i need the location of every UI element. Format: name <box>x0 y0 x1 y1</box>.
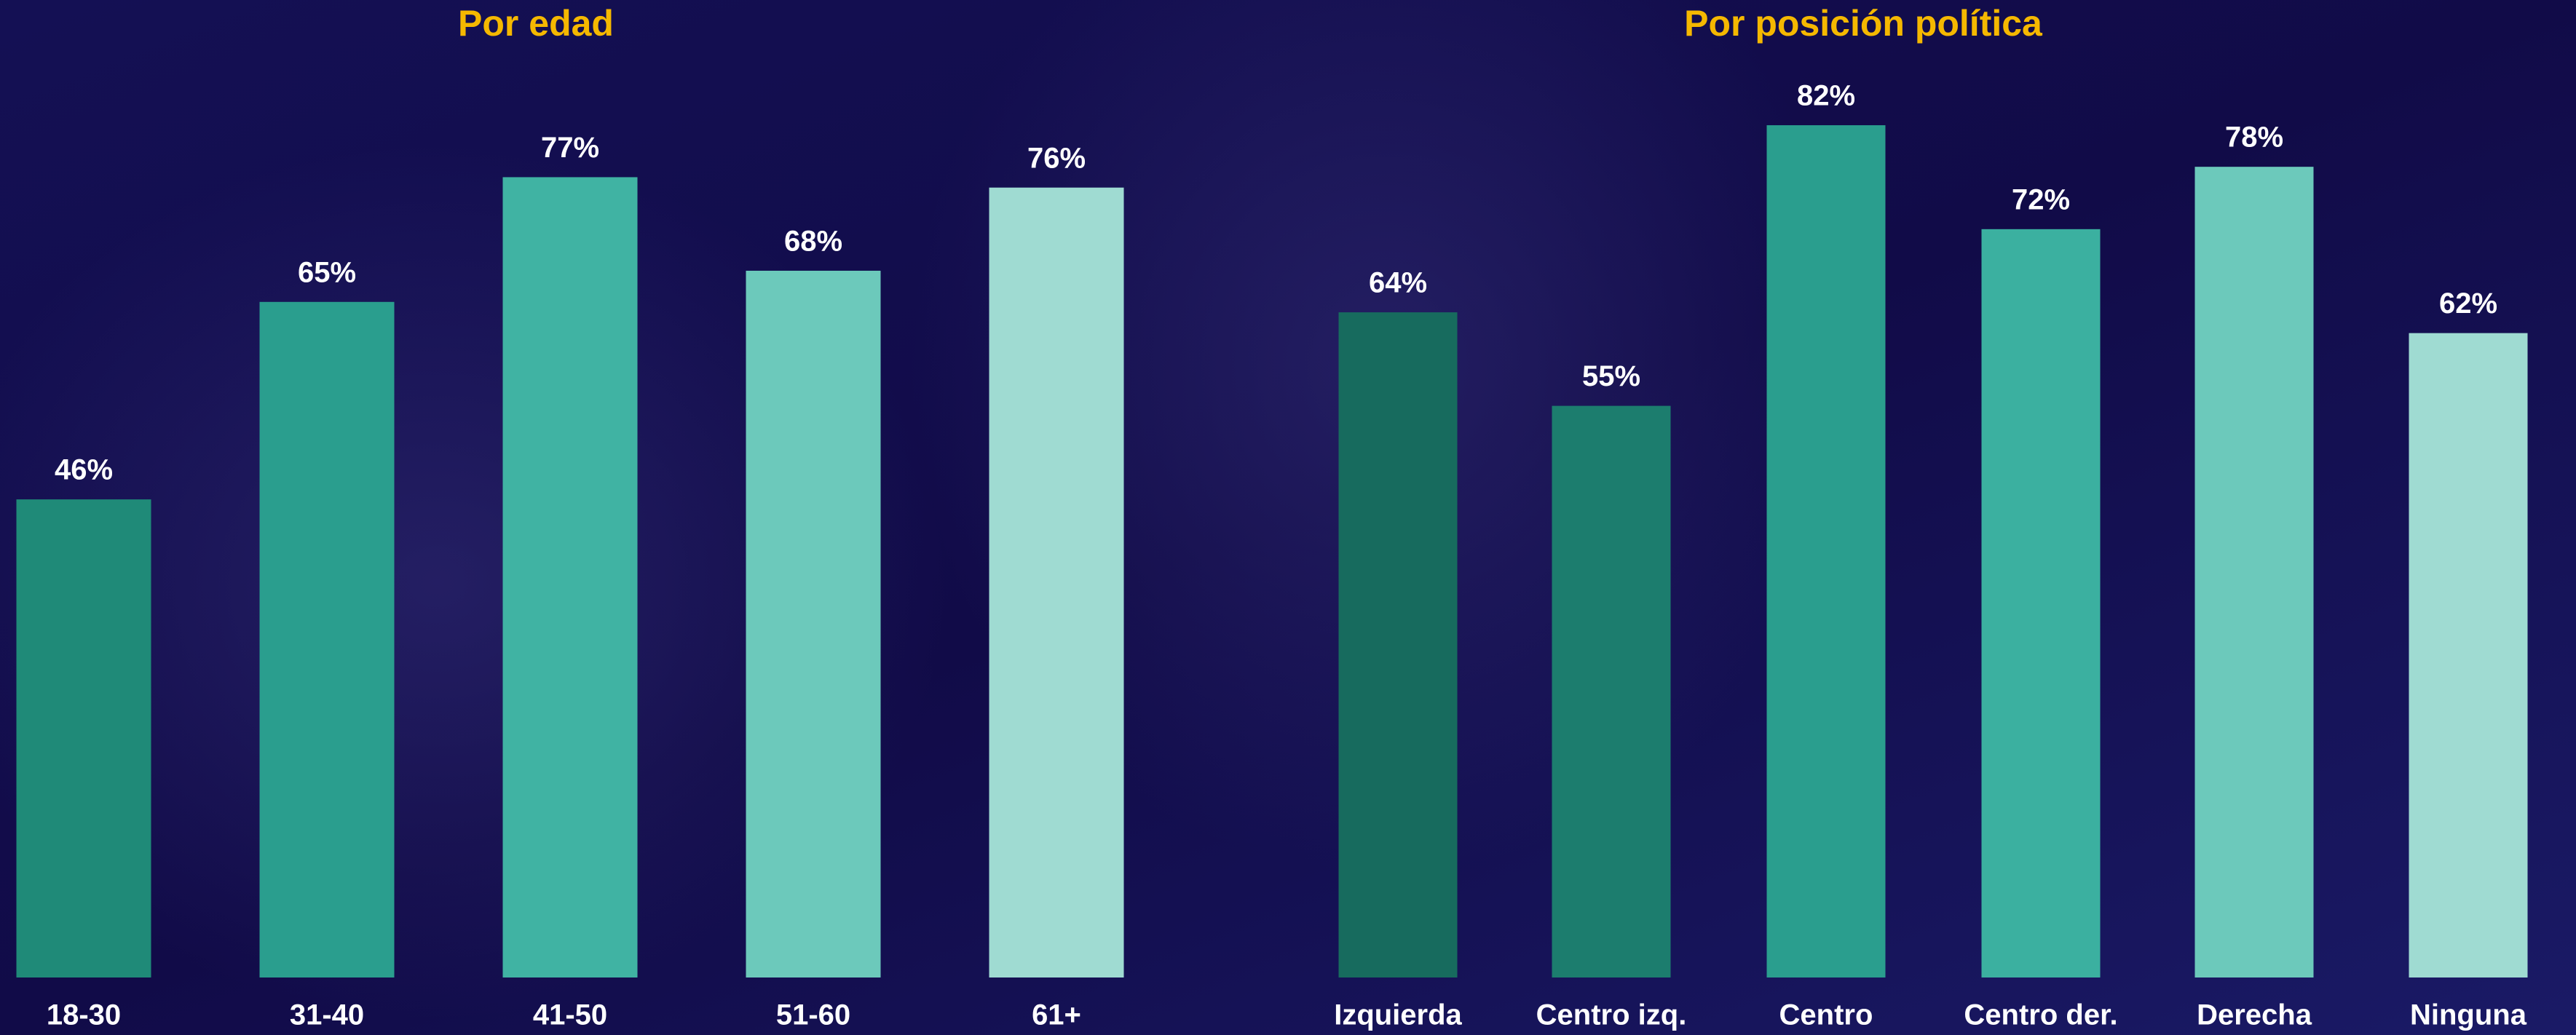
value-label: 68% <box>784 226 842 258</box>
value-label: 55% <box>1582 360 1640 392</box>
value-label: 76% <box>1027 142 1086 174</box>
value-label: 65% <box>298 256 356 288</box>
chart-title: Por posición política <box>1684 3 2043 44</box>
value-label: 64% <box>1369 267 1427 299</box>
bar <box>746 271 881 978</box>
bar <box>1982 229 2101 978</box>
value-label: 77% <box>541 132 599 164</box>
value-label: 82% <box>1797 80 1855 112</box>
x-tick-label: Derecha <box>2197 999 2312 1031</box>
page: Por edad Por posición política 46% 18-30 6… <box>0 0 2576 1035</box>
value-label: 46% <box>55 454 113 486</box>
bar <box>1552 406 1671 978</box>
x-tick-label: Centro der. <box>1964 999 2117 1031</box>
x-tick-label: 18-30 <box>47 999 121 1031</box>
bar <box>2409 333 2528 978</box>
x-tick-label: Centro izq. <box>1536 999 1687 1031</box>
value-label: 62% <box>2439 288 2497 320</box>
bar <box>1339 312 1458 978</box>
bar <box>503 177 638 978</box>
bar <box>17 499 151 978</box>
x-tick-label: Ninguna <box>2410 999 2527 1031</box>
bar <box>989 188 1124 978</box>
bar <box>260 302 395 978</box>
value-label: 78% <box>2225 122 2283 154</box>
x-tick-label: 41-50 <box>533 999 607 1031</box>
x-tick-label: Centro <box>1779 999 1873 1031</box>
x-tick-label: Izquierda <box>1334 999 1462 1031</box>
bar <box>2195 167 2314 978</box>
value-label: 72% <box>2012 183 2070 215</box>
x-tick-label: 61+ <box>1032 999 1081 1031</box>
x-tick-label: 31-40 <box>290 999 364 1031</box>
chart-title: Por edad <box>458 3 614 44</box>
bar <box>1767 125 1886 978</box>
x-tick-label: 51-60 <box>776 999 850 1031</box>
